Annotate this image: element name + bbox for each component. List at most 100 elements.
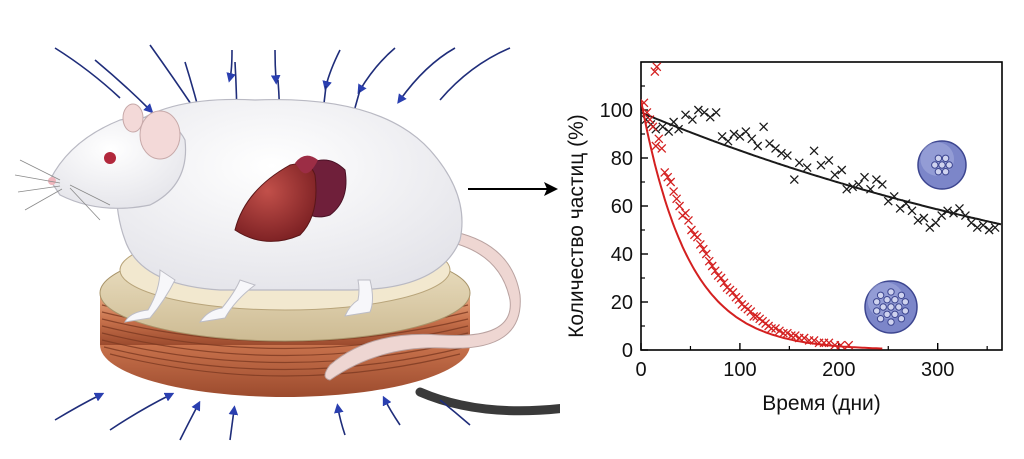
large-particle-point: [919, 213, 929, 223]
large-particle-point: [907, 206, 917, 216]
small-particle-icon-core: [883, 296, 891, 304]
small-particle-point: [684, 215, 693, 225]
large-particle-point: [865, 184, 875, 194]
large-particle-point: [664, 127, 674, 137]
small-particle-point: [716, 273, 726, 283]
large-particle-point: [658, 122, 668, 132]
large-particle-point: [735, 131, 745, 141]
large-particle-point: [925, 223, 935, 233]
large-particle-point: [990, 223, 1000, 233]
small-particle-point: [719, 278, 729, 288]
x-tick-label: 100: [723, 359, 756, 381]
large-particle-point: [693, 105, 703, 115]
large-particle-point: [931, 218, 941, 228]
small-particle-icon-core: [891, 296, 899, 304]
large-particle-point: [830, 170, 840, 180]
small-particle-point: [672, 194, 682, 204]
small-particle-point: [645, 115, 655, 125]
large-particle-point: [960, 211, 970, 221]
small-particle-icon-core: [883, 310, 891, 318]
large-particle-point: [901, 199, 911, 209]
small-particle-point: [681, 208, 690, 218]
large-particle-point: [978, 220, 988, 230]
small-particle-point: [782, 328, 792, 338]
large-particle-point: [789, 175, 799, 185]
small-particle-icon-core: [887, 303, 895, 311]
large-particle-point: [753, 141, 763, 151]
large-particle-point: [943, 206, 953, 216]
plot-group: [641, 62, 1002, 350]
small-particle-point: [695, 239, 705, 249]
transition-arrow: [468, 182, 558, 196]
small-particle-point: [660, 167, 670, 177]
large-particle-point: [741, 127, 751, 137]
large-particle-point: [669, 117, 679, 127]
small-particle-point: [844, 340, 854, 350]
small-particle-point: [790, 331, 800, 341]
plot-area-frame: [640, 61, 1003, 351]
large-particle-icon-core: [945, 161, 953, 169]
large-particle-point: [802, 163, 812, 173]
large-particle-point: [717, 131, 727, 141]
small-particle-point: [669, 187, 679, 197]
small-particle-point: [771, 323, 780, 333]
large-particle-point: [871, 175, 881, 185]
small-particle-point: [698, 244, 708, 254]
large-particle-point: [765, 139, 775, 149]
large-particle-point: [771, 143, 780, 153]
small-particle-point: [809, 335, 819, 345]
small-particle-point: [701, 249, 711, 259]
small-particle-point: [652, 62, 662, 72]
y-tick-label: 100: [600, 100, 633, 122]
small-particle-point: [642, 107, 652, 117]
large-particle-point: [824, 155, 834, 165]
x-axis-title: Время (дни): [762, 392, 881, 415]
large-particle-point: [837, 165, 847, 175]
small-particle-icon-core: [901, 298, 909, 306]
y-tick-label: 0: [622, 340, 633, 362]
large-particle-point: [937, 211, 947, 221]
large-particle-point: [842, 184, 852, 194]
x-tick-label: 0: [635, 359, 646, 381]
small-particle-icon-core: [897, 291, 906, 299]
large-particle-point: [782, 151, 792, 161]
small-particle-point: [836, 340, 846, 350]
small-particle-series: [641, 62, 883, 350]
small-particle-icon-core: [876, 315, 885, 323]
large-particle-point: [913, 215, 923, 225]
y-tick-label: 20: [611, 292, 633, 314]
large-particle-point: [877, 179, 887, 189]
small-particle-icon-core: [901, 307, 909, 315]
y-tick-label: 40: [611, 244, 633, 266]
large-particle-point: [883, 196, 893, 206]
small-particle-point: [707, 261, 717, 271]
x-tick-label: 300: [921, 359, 954, 381]
large-particle-point: [949, 208, 958, 218]
y-tick-label: 60: [611, 196, 633, 218]
large-particle-point: [705, 112, 715, 122]
small-particle-point: [824, 338, 834, 348]
small-particle-point: [666, 177, 676, 187]
large-particle-point: [747, 134, 757, 144]
small-particle-point: [778, 328, 788, 338]
rat: [14, 98, 521, 381]
large-particle-point: [848, 182, 858, 192]
large-particle-point: [723, 136, 733, 146]
small-particle-icon-core: [897, 315, 906, 323]
large-particle-icon-core: [938, 161, 946, 169]
small-particle-point: [654, 134, 664, 144]
small-particle-point: [692, 232, 702, 242]
large-particle-point: [699, 107, 709, 117]
small-particle-icon-core: [879, 303, 887, 311]
magnetic-field-lines-lower: [54, 392, 471, 441]
small-particle-icon-core: [873, 298, 881, 306]
large-particle-point: [955, 203, 964, 213]
large-particle-icon-core: [941, 154, 950, 162]
small-particle-point: [663, 172, 673, 182]
rat-on-coil-illustration: [14, 44, 560, 441]
small-particle-point: [650, 67, 660, 77]
large-particle-point: [794, 158, 804, 168]
large-particle-point: [860, 172, 869, 182]
large-particle-point: [681, 110, 690, 120]
